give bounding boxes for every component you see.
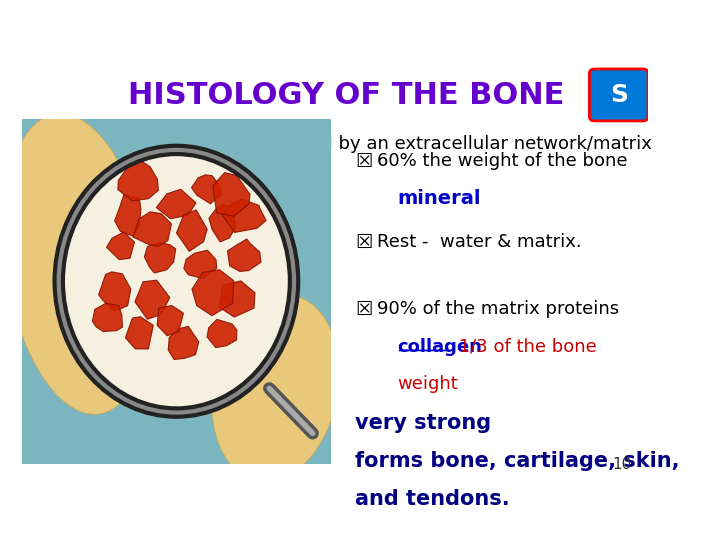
Polygon shape bbox=[99, 272, 131, 311]
Text: ☒: ☒ bbox=[355, 300, 372, 319]
Polygon shape bbox=[107, 232, 135, 260]
Text: S: S bbox=[610, 83, 628, 107]
Polygon shape bbox=[207, 319, 237, 348]
Polygon shape bbox=[212, 173, 250, 217]
Text: Rest -  water & matrix.: Rest - water & matrix. bbox=[377, 233, 582, 251]
Polygon shape bbox=[168, 326, 199, 360]
Text: mineral: mineral bbox=[397, 188, 480, 208]
Polygon shape bbox=[92, 303, 122, 332]
Polygon shape bbox=[222, 199, 266, 232]
Text: very strong: very strong bbox=[355, 413, 491, 433]
Circle shape bbox=[59, 150, 294, 413]
Polygon shape bbox=[118, 159, 158, 201]
Polygon shape bbox=[228, 239, 261, 272]
Text: forms bone, cartilage, skin,: forms bone, cartilage, skin, bbox=[355, 451, 680, 471]
Text: and tendons.: and tendons. bbox=[355, 489, 510, 509]
FancyBboxPatch shape bbox=[22, 119, 331, 464]
Text: ☒: ☒ bbox=[355, 152, 372, 171]
Text: 90% of the matrix proteins: 90% of the matrix proteins bbox=[377, 300, 619, 318]
Text: 1/3 of the bone: 1/3 of the bone bbox=[453, 338, 596, 356]
Text: ☒: ☒ bbox=[355, 233, 372, 252]
Text: 60% the weight of the bone: 60% the weight of the bone bbox=[377, 152, 628, 170]
Text: sparse cells surrounded by an extracellular network/matrix: sparse cells surrounded by an extracellu… bbox=[118, 136, 652, 153]
Polygon shape bbox=[192, 270, 234, 316]
Polygon shape bbox=[125, 317, 153, 349]
Polygon shape bbox=[145, 242, 176, 273]
Polygon shape bbox=[114, 194, 141, 237]
Polygon shape bbox=[209, 205, 236, 242]
FancyBboxPatch shape bbox=[590, 69, 648, 121]
Polygon shape bbox=[156, 189, 196, 219]
Polygon shape bbox=[184, 250, 217, 279]
Ellipse shape bbox=[4, 113, 151, 414]
Text: collagen: collagen bbox=[397, 338, 482, 356]
Polygon shape bbox=[133, 212, 171, 246]
Polygon shape bbox=[220, 281, 255, 317]
Polygon shape bbox=[157, 306, 184, 336]
Text: HISTOLOGY OF THE BONE: HISTOLOGY OF THE BONE bbox=[128, 82, 565, 111]
Polygon shape bbox=[176, 210, 207, 252]
Ellipse shape bbox=[212, 295, 339, 482]
Text: weight: weight bbox=[397, 375, 458, 393]
Polygon shape bbox=[192, 175, 221, 204]
Polygon shape bbox=[135, 280, 170, 319]
Text: 10: 10 bbox=[612, 457, 631, 472]
